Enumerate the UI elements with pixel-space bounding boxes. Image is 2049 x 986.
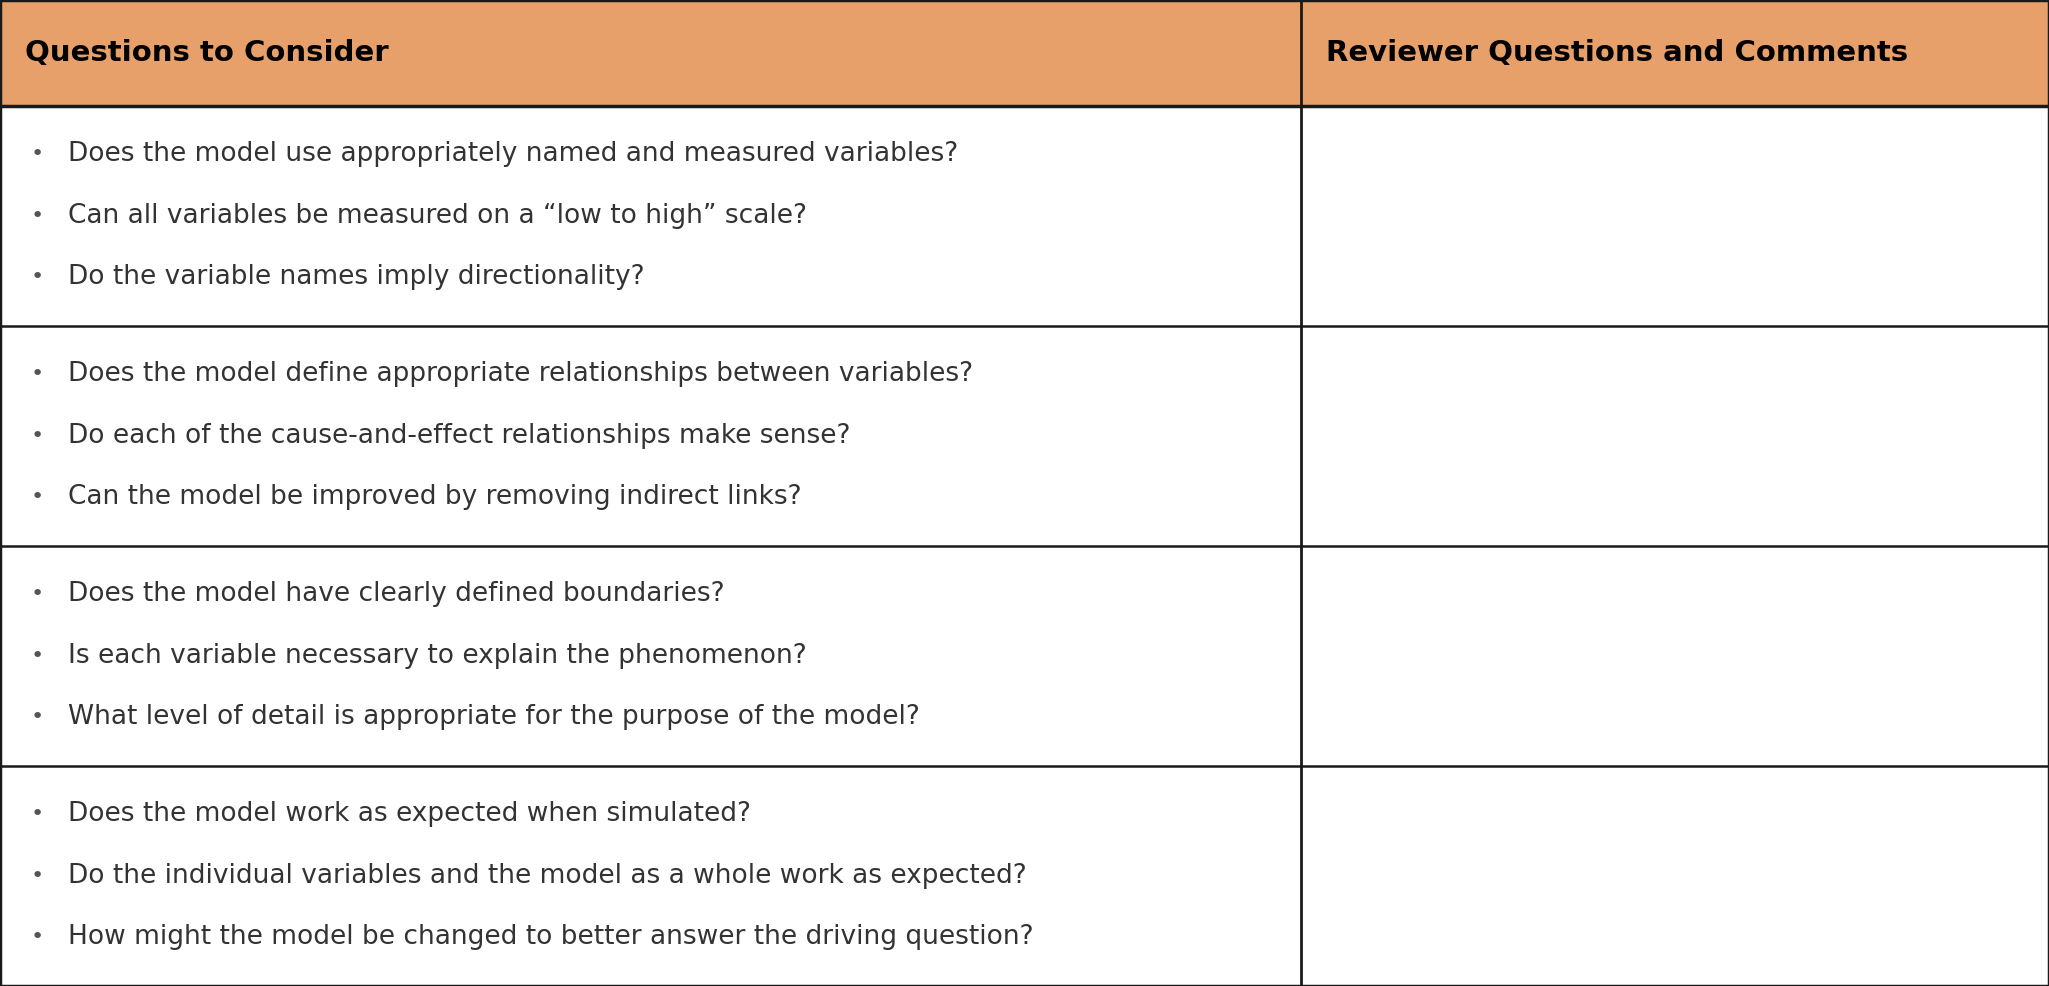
Text: Can the model be improved by removing indirect links?: Can the model be improved by removing in… xyxy=(68,484,801,510)
Text: Do each of the cause-and-effect relationships make sense?: Do each of the cause-and-effect relation… xyxy=(68,423,850,449)
Text: •: • xyxy=(31,866,43,886)
Text: •: • xyxy=(31,805,43,824)
Text: Is each variable necessary to explain the phenomenon?: Is each variable necessary to explain th… xyxy=(68,643,807,669)
Text: Reviewer Questions and Comments: Reviewer Questions and Comments xyxy=(1326,38,1908,67)
Text: Do the variable names imply directionality?: Do the variable names imply directionali… xyxy=(68,264,643,290)
Text: Does the model define appropriate relationships between variables?: Does the model define appropriate relati… xyxy=(68,361,973,387)
Text: •: • xyxy=(31,487,43,507)
Text: •: • xyxy=(31,646,43,666)
Text: •: • xyxy=(31,707,43,728)
Text: Does the model use appropriately named and measured variables?: Does the model use appropriately named a… xyxy=(68,141,957,167)
Text: What level of detail is appropriate for the purpose of the model?: What level of detail is appropriate for … xyxy=(68,704,920,731)
Text: Does the model work as expected when simulated?: Does the model work as expected when sim… xyxy=(68,802,750,827)
Text: Do the individual variables and the model as a whole work as expected?: Do the individual variables and the mode… xyxy=(68,863,1027,889)
Text: Does the model have clearly defined boundaries?: Does the model have clearly defined boun… xyxy=(68,582,723,607)
Text: •: • xyxy=(31,144,43,164)
Text: •: • xyxy=(31,426,43,446)
Text: How might the model be changed to better answer the driving question?: How might the model be changed to better… xyxy=(68,925,1033,951)
Text: •: • xyxy=(31,205,43,226)
Text: Questions to Consider: Questions to Consider xyxy=(25,38,387,67)
Text: •: • xyxy=(31,267,43,287)
Text: •: • xyxy=(31,585,43,604)
Text: •: • xyxy=(31,928,43,948)
Text: Can all variables be measured on a “low to high” scale?: Can all variables be measured on a “low … xyxy=(68,202,807,229)
Text: •: • xyxy=(31,364,43,385)
Bar xyxy=(0,0,2049,106)
